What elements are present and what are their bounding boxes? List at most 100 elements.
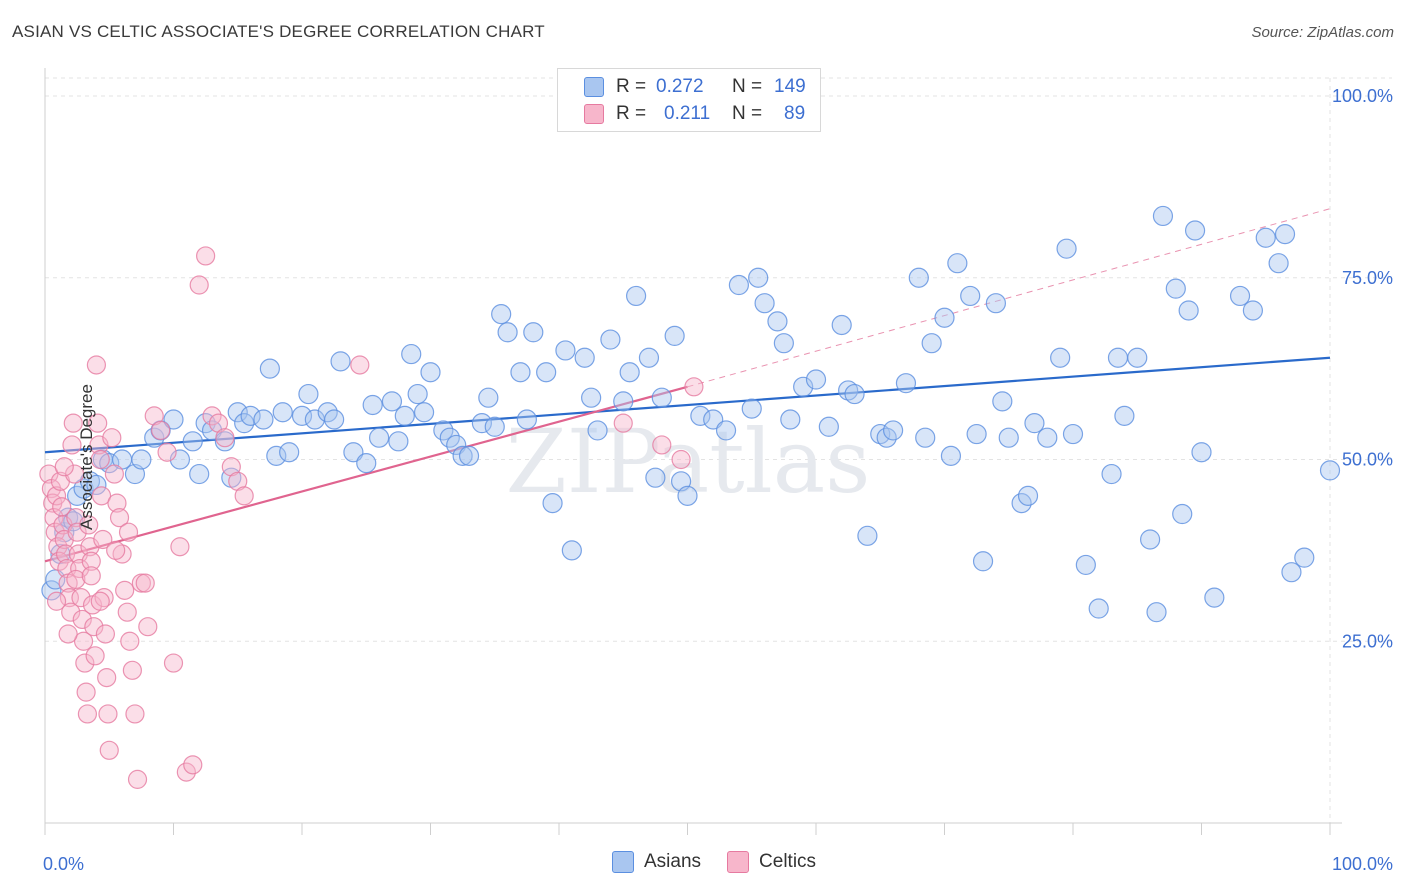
asian-point (1178, 300, 1199, 321)
celtic-point (46, 591, 67, 611)
asian-point (214, 431, 235, 452)
asian-point (587, 420, 608, 441)
asian-point (1204, 587, 1225, 608)
x-tick-label: 0.0% (43, 854, 84, 874)
asian-point (1127, 347, 1148, 368)
celtic-point (117, 602, 137, 622)
asian-point (407, 383, 428, 405)
asian-point (1056, 238, 1077, 259)
celtic-point (350, 355, 370, 375)
watermark: ZIPatlas (506, 410, 871, 513)
celtic-point (120, 631, 140, 651)
asian-point (934, 307, 955, 328)
asian-point (516, 409, 537, 430)
legend-r-value: 0.211 (664, 103, 711, 124)
asian-point (1139, 529, 1161, 550)
source-note: Source: ZipAtlas.com (1251, 24, 1394, 41)
asian-point (1050, 347, 1071, 368)
celtic-point (176, 762, 196, 782)
y-tick-label: 75.0% (1342, 268, 1393, 288)
asian-point (324, 409, 345, 430)
celtic-point (112, 544, 132, 564)
asian-point (446, 434, 467, 456)
celtic-point (202, 406, 222, 426)
asian-point (542, 493, 563, 514)
celtic-point (67, 522, 87, 542)
asian-point (1191, 442, 1212, 463)
celtic-point (81, 551, 101, 571)
celtic-point (652, 435, 672, 455)
asian-point (413, 402, 435, 423)
legend-r-value: 0.272 (656, 76, 704, 97)
asian-point (703, 409, 724, 430)
celtic-point (39, 464, 59, 484)
celtic-point (671, 449, 691, 470)
asian-point (1114, 405, 1135, 426)
asian-point (1101, 463, 1122, 485)
asian-point (356, 453, 377, 474)
asian-point (780, 409, 801, 430)
celtic-point (93, 529, 113, 550)
asian-point (998, 427, 1019, 448)
celtic-point (63, 413, 83, 433)
celtic-point (79, 515, 99, 535)
legend-swatch-asians (612, 851, 634, 873)
asian-point (773, 333, 794, 354)
asian-point (272, 402, 293, 423)
asian-point (240, 405, 261, 426)
asian-point (561, 540, 582, 561)
axes (44, 68, 1342, 835)
asian-point (844, 383, 865, 405)
asian-point (600, 329, 621, 350)
asian-point (279, 442, 300, 463)
legend-swatch-celtics (584, 104, 604, 124)
asian-point (1281, 562, 1302, 583)
asian-point (401, 343, 422, 365)
asian-point (793, 376, 814, 397)
stats-legend: R = 0.272 N = 149 R = 0.211 N = 89 (557, 68, 821, 132)
asian-point (690, 405, 711, 426)
asian-point (86, 474, 107, 496)
asian-point (1062, 423, 1084, 445)
asian-point (972, 551, 994, 572)
celtic-point (106, 540, 126, 560)
asian-point (1017, 485, 1039, 506)
asian-point (645, 467, 666, 488)
asian-point (484, 416, 505, 437)
legend-n-value: 149 (774, 76, 806, 97)
asian-point (638, 347, 660, 368)
legend-n-label: N = (732, 76, 763, 97)
asian-point (1268, 253, 1289, 274)
asian-point (381, 391, 403, 412)
celtic-point (170, 537, 190, 557)
y-tick-label: 50.0% (1342, 450, 1393, 470)
celtic-point (95, 624, 115, 644)
celtic-point (84, 617, 104, 637)
celtic-point (59, 588, 80, 608)
asian-point (741, 398, 762, 419)
asian-point (940, 445, 962, 466)
asian-point (1274, 224, 1296, 245)
celtic-point (72, 609, 92, 630)
asian-point (921, 333, 942, 354)
asian-point (574, 347, 595, 368)
asian-point (523, 322, 544, 343)
x-tick-label: 100.0% (1332, 854, 1393, 874)
asian-point (838, 380, 859, 401)
celtic-point (54, 457, 74, 477)
asian-point (947, 253, 968, 274)
celtic-point (684, 377, 704, 397)
legend-r-label: R = (616, 76, 647, 97)
asian-point (163, 409, 184, 430)
celtic-point (122, 660, 142, 680)
celtic-point (48, 537, 68, 557)
asian-point (458, 445, 480, 466)
celtics-trend-line (44, 385, 688, 563)
celtic-point (70, 558, 90, 579)
celtic-point (73, 631, 94, 651)
celtic-point (189, 275, 209, 295)
celtics-trend-extension (687, 208, 1331, 388)
asian-point (754, 293, 775, 314)
asian-point (831, 314, 852, 336)
